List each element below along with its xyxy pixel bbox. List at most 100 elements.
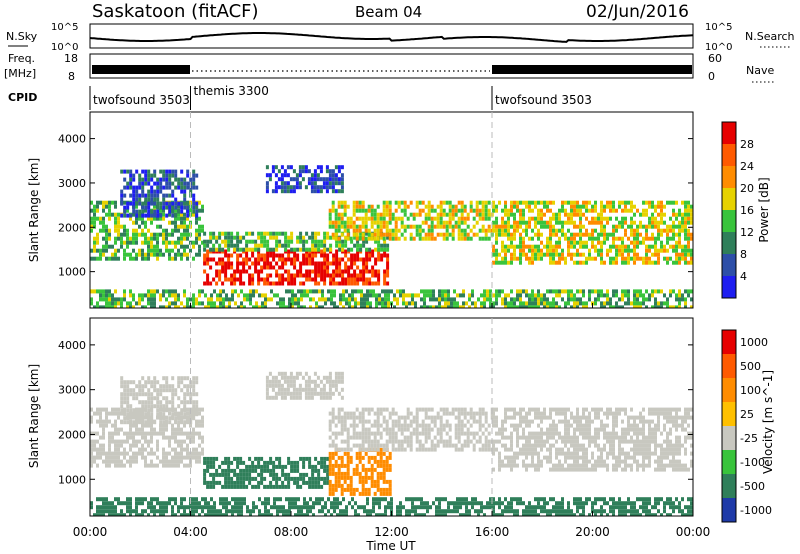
cell xyxy=(186,451,189,456)
cell xyxy=(627,297,630,302)
cell xyxy=(555,301,558,306)
cell xyxy=(483,289,486,294)
cell xyxy=(439,439,443,444)
cell xyxy=(189,208,192,213)
cell xyxy=(558,244,561,249)
cell xyxy=(331,189,335,194)
cell xyxy=(328,212,332,217)
cell xyxy=(466,411,470,416)
colorbar-tick: 8 xyxy=(740,248,747,261)
ytick-label: 4000 xyxy=(58,133,86,146)
cell xyxy=(534,256,537,261)
cell xyxy=(171,388,175,393)
cell xyxy=(382,487,386,492)
cell xyxy=(504,252,507,257)
cell xyxy=(331,419,335,424)
cell xyxy=(651,232,654,237)
cell xyxy=(150,305,153,308)
cell xyxy=(141,305,144,308)
cell xyxy=(510,244,513,249)
cell xyxy=(355,451,359,456)
cell xyxy=(612,427,615,432)
cell xyxy=(594,411,597,416)
cell xyxy=(303,305,306,308)
cell xyxy=(489,293,492,298)
cell xyxy=(171,240,174,245)
cell xyxy=(390,289,393,294)
cell xyxy=(460,208,464,213)
cell xyxy=(579,252,582,257)
cell xyxy=(346,483,350,488)
cell xyxy=(354,305,357,308)
cell xyxy=(540,224,543,229)
cell xyxy=(385,491,389,496)
cell xyxy=(322,391,326,396)
cell xyxy=(174,305,177,308)
cell xyxy=(328,387,332,392)
cell xyxy=(400,443,404,448)
cell xyxy=(340,165,344,170)
cell xyxy=(510,463,513,468)
cell xyxy=(180,376,184,381)
cell xyxy=(183,392,187,397)
cell xyxy=(380,243,384,248)
cell xyxy=(451,212,455,217)
cell xyxy=(296,257,300,262)
cell xyxy=(323,281,327,286)
cell xyxy=(340,487,344,492)
cell xyxy=(444,297,447,302)
cell xyxy=(216,297,219,302)
cell xyxy=(332,235,336,240)
cell xyxy=(326,235,330,240)
cell xyxy=(379,212,383,217)
cell xyxy=(340,439,344,444)
cell xyxy=(337,455,341,460)
cell xyxy=(183,185,187,190)
cell xyxy=(195,297,198,302)
cell xyxy=(469,200,473,205)
cell xyxy=(274,375,278,380)
cell xyxy=(165,384,169,389)
cell xyxy=(108,216,111,221)
cell xyxy=(308,456,312,461)
cell xyxy=(275,464,279,469)
cell xyxy=(519,216,522,221)
cell xyxy=(376,451,380,456)
cell xyxy=(421,208,425,213)
cell xyxy=(481,411,485,416)
cell xyxy=(162,376,166,381)
cell xyxy=(570,455,573,460)
cell xyxy=(90,415,93,420)
cell xyxy=(354,297,357,302)
cell xyxy=(645,248,648,253)
cell xyxy=(618,244,621,249)
cell xyxy=(228,297,231,302)
cell xyxy=(591,220,594,225)
cell xyxy=(212,476,216,481)
cell xyxy=(183,252,186,257)
cell xyxy=(138,447,141,452)
cell xyxy=(418,431,422,436)
cell xyxy=(337,236,341,241)
cell xyxy=(340,459,344,464)
cell xyxy=(192,412,196,417)
cell xyxy=(320,261,324,266)
cell xyxy=(117,451,120,456)
cell xyxy=(466,427,470,432)
cell xyxy=(352,443,356,448)
cell xyxy=(439,431,443,436)
cell xyxy=(457,236,461,241)
cell xyxy=(675,244,678,249)
cell xyxy=(612,224,615,229)
cell xyxy=(445,232,449,237)
cell xyxy=(409,232,413,237)
cell xyxy=(275,273,279,278)
cell xyxy=(180,431,183,436)
cell xyxy=(278,257,282,262)
cell xyxy=(675,216,678,221)
cell xyxy=(99,220,102,225)
cell xyxy=(248,273,252,278)
cell xyxy=(209,235,213,240)
cell xyxy=(227,261,231,266)
cell xyxy=(481,447,485,452)
